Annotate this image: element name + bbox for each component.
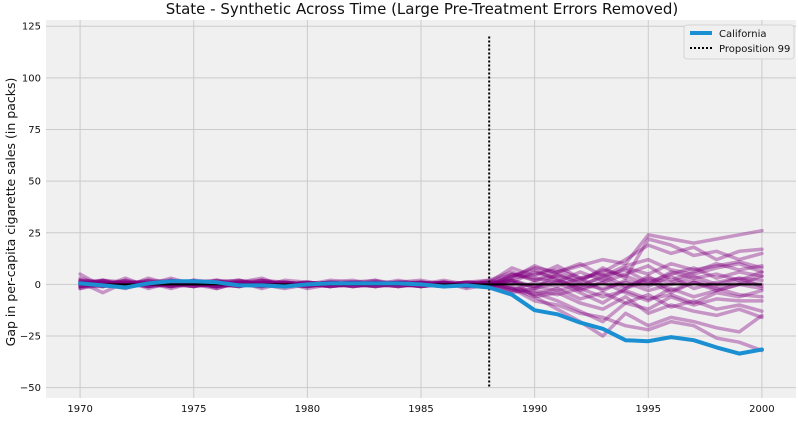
x-tick-label: 1975 bbox=[181, 404, 206, 415]
x-tick-label: 1995 bbox=[636, 404, 661, 415]
highlight-line-group bbox=[78, 279, 764, 356]
legend: California Proposition 99 bbox=[683, 24, 795, 60]
x-tick-label: 2000 bbox=[749, 404, 774, 415]
y-tick-label: −25 bbox=[20, 332, 41, 343]
y-tick-label: 25 bbox=[28, 228, 41, 239]
legend-california-label: California bbox=[719, 29, 767, 40]
y-tick-label: 125 bbox=[22, 22, 41, 33]
grid bbox=[46, 20, 796, 398]
y-axis-label: Gap in per-capita cigarette sales (in pa… bbox=[3, 78, 18, 347]
chart-title: State - Synthetic Across Time (Large Pre… bbox=[166, 0, 679, 18]
tick-labels: 1970 1975 1980 1985 1990 1995 2000 −50 −25 0 25 50 7… bbox=[20, 22, 775, 415]
y-tick-label: 100 bbox=[22, 73, 41, 84]
x-tick-label: 1990 bbox=[522, 404, 547, 415]
x-tick-label: 1980 bbox=[295, 404, 320, 415]
y-tick-label: 75 bbox=[28, 125, 41, 136]
y-tick-label: 0 bbox=[35, 280, 41, 291]
y-tick-label: 50 bbox=[28, 177, 41, 188]
california-line bbox=[78, 279, 764, 356]
x-tick-label: 1985 bbox=[408, 404, 433, 415]
y-tick-label: −50 bbox=[20, 383, 41, 394]
x-tick-label: 1970 bbox=[67, 404, 92, 415]
legend-proposition-99-label: Proposition 99 bbox=[719, 44, 790, 55]
